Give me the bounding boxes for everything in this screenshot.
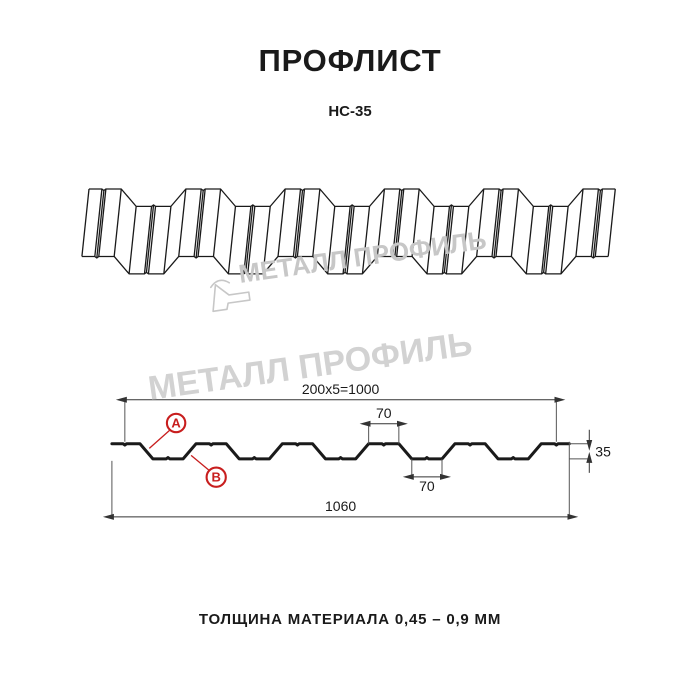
svg-text:70: 70 [376, 405, 392, 421]
svg-text:35: 35 [595, 443, 611, 459]
svg-text:70: 70 [419, 478, 435, 494]
svg-text:1060: 1060 [325, 498, 356, 514]
svg-text:A: A [171, 416, 181, 431]
svg-text:B: B [212, 470, 221, 485]
svg-text:МЕТАЛЛ ПРОФИЛЬ: МЕТАЛЛ ПРОФИЛЬ [237, 224, 489, 288]
